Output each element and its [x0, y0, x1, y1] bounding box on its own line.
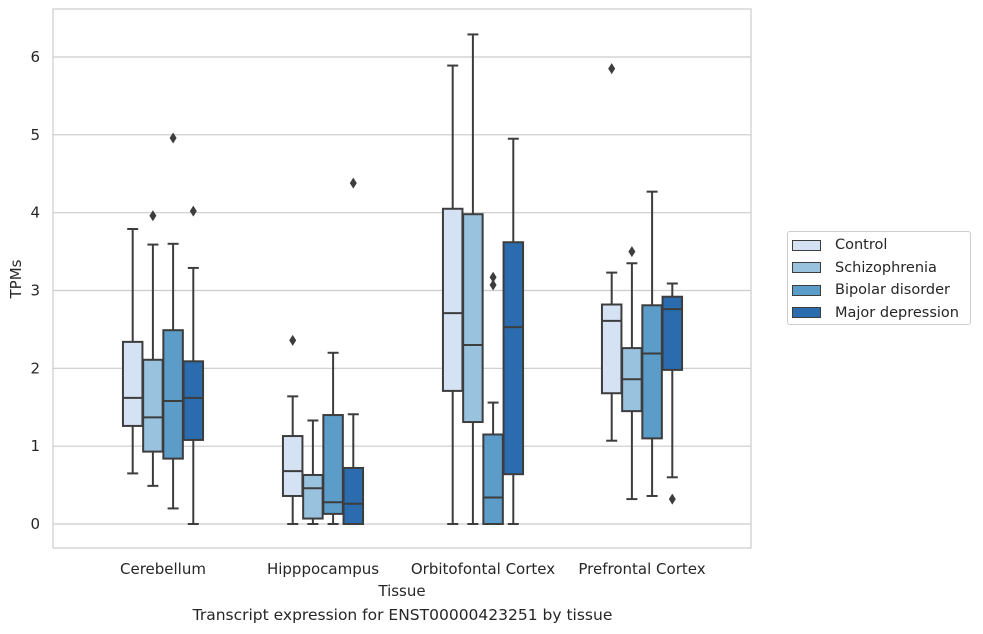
outlier-point [608, 63, 616, 75]
legend-label: Schizophrenia [835, 259, 937, 276]
box [600, 303, 623, 395]
y-tick-label: 3 [30, 282, 40, 300]
outlier-point [349, 177, 357, 189]
outlier-point [628, 246, 636, 258]
legend-item: Control [792, 235, 887, 255]
box [641, 304, 663, 440]
x-tick-labels: Cerebellum Hipppocampus Orbitofontal Corte… [120, 560, 706, 578]
legend-item: Schizophrenia [792, 258, 937, 278]
outlier-point [289, 334, 297, 346]
box [142, 358, 164, 453]
box [462, 213, 484, 424]
box [482, 433, 504, 525]
box [661, 295, 684, 371]
figure-caption: Transcript expression for ENST0000042325… [192, 606, 613, 624]
box [162, 329, 184, 460]
legend: Control Schizophrenia Bipolar disorder Majo… [787, 231, 971, 325]
gridlines [53, 56, 751, 525]
y-tick-labels: 0 1 2 3 4 5 6 [30, 48, 40, 533]
y-tick-label: 0 [30, 515, 40, 533]
outlier-point [489, 271, 497, 283]
outlier-point [489, 279, 497, 291]
box [302, 473, 324, 520]
x-tick-label: Orbitofontal Cortex [411, 560, 555, 578]
outlier-point [169, 132, 177, 144]
outlier-point [149, 210, 157, 222]
legend-swatch [792, 262, 821, 273]
y-tick-label: 4 [30, 204, 40, 222]
legend-label: Bipolar disorder [835, 282, 950, 298]
y-tick-label: 1 [30, 437, 40, 455]
box [281, 435, 304, 497]
legend-label: Major depression [835, 304, 959, 321]
x-tick-label: Prefrontal Cortex [578, 560, 705, 578]
legend-swatch [792, 284, 821, 296]
y-axis-label: TPMs [7, 259, 25, 299]
box [441, 207, 464, 392]
box [121, 340, 144, 427]
x-axis-label: Tissue [377, 582, 425, 600]
box [342, 466, 365, 525]
legend-swatch [792, 239, 821, 251]
box [182, 360, 205, 441]
y-tick-label: 5 [30, 126, 40, 144]
plot-area-frame [52, 8, 752, 549]
legend-item: Bipolar disorder [792, 280, 950, 300]
x-tick-label: Cerebellum [120, 560, 206, 578]
box [322, 414, 344, 515]
legend-item: Major depression [792, 303, 959, 323]
legend-label: Control [835, 237, 888, 253]
outlier-point [189, 205, 197, 217]
box [502, 241, 525, 476]
x-tick-label: Hipppocampus [267, 560, 379, 578]
outlier-point [668, 493, 676, 505]
y-tick-label: 6 [30, 48, 40, 66]
y-tick-label: 2 [30, 359, 40, 377]
box-plot-series [121, 33, 684, 525]
legend-swatch [792, 307, 821, 318]
